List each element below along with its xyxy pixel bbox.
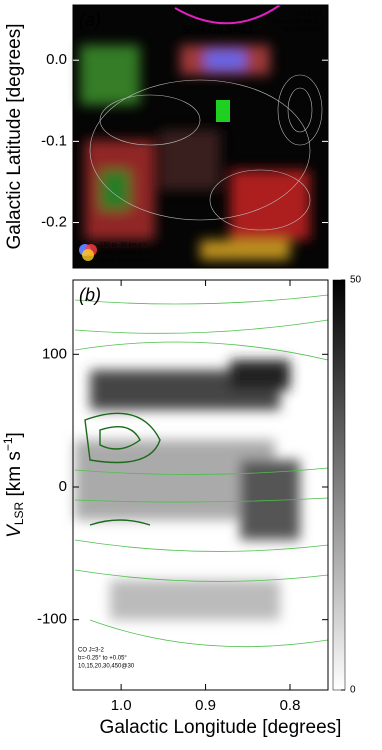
y-axis-label-part: ] <box>4 432 25 437</box>
annotation: 750:2500@150 <box>281 28 323 34</box>
y-tick-label: 100 <box>42 345 67 362</box>
y-axis-label: VLSR [km s−1] <box>1 432 26 538</box>
frame <box>72 4 329 269</box>
x-axis-label: Galactic Longitude [degrees] <box>100 717 342 738</box>
y-axis-label: Galactic Latitude [degrees] <box>4 23 25 249</box>
x-tick-label: 1.0 <box>111 697 132 714</box>
pv-image <box>74 294 329 648</box>
colorbar-tick-label: 0 <box>350 685 356 696</box>
y-tick-label: -0.2 <box>41 214 67 231</box>
annotation: SNR G0.9+0.1 <box>182 24 254 36</box>
annotation: b=-0.25° to +0.05° <box>78 656 127 662</box>
content: 0.0 -0.1 -0.2 (a) Galactic Latitude [degrees… <box>1 10 361 738</box>
y-axis-label-part: [km s <box>4 451 25 502</box>
y-tick-label: -0.1 <box>41 132 67 149</box>
legend-entry: -150 to -30 km s⁻¹ <box>98 243 147 249</box>
annotation: CO J=3-2 <box>296 12 323 18</box>
colorbar <box>332 279 346 691</box>
y-tick-label: 0.0 <box>46 51 67 68</box>
annotation: CO J=3-2 <box>78 648 105 654</box>
panel-label: (b) <box>79 285 101 305</box>
y-tick-label: 0 <box>59 478 67 495</box>
y-axis-label-part: V <box>4 523 25 538</box>
frame <box>72 279 329 691</box>
legend-entry: +20 to +60 km s⁻¹ <box>98 251 146 257</box>
annotation: 10,15,20,30,450@30 <box>78 664 135 670</box>
y-tick-label: -100 <box>37 611 67 628</box>
colorbar-tick-label: 50 <box>350 275 362 286</box>
rgb-image <box>73 4 328 268</box>
x-tick-label: 0.9 <box>195 697 216 714</box>
y-axis-label-part: LSR <box>12 501 26 525</box>
x-tick-label: 0.8 <box>280 697 301 714</box>
legend-entry: +60 to +100 km s⁻¹ <box>98 259 150 265</box>
annotation: -150 to +150 km s⁻¹ <box>269 20 322 26</box>
panel-label: (a) <box>79 10 101 30</box>
y-axis-label-part: −1 <box>1 437 15 451</box>
